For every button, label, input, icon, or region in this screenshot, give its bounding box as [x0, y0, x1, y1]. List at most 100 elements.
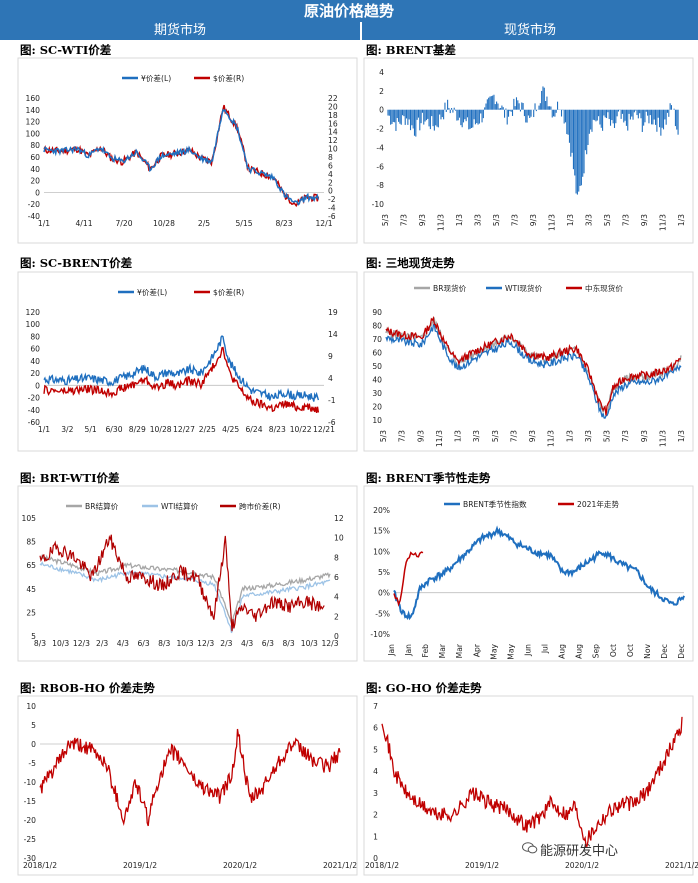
brent-seasonal-x-tick-label: Mar — [438, 643, 447, 658]
rbob-ho-x-tick-label: 2020/1/2 — [223, 861, 257, 870]
spot-three-series-wti — [385, 321, 682, 419]
spot-three-x-tick-label: 1/3 — [677, 430, 686, 442]
rbob-ho-x-tick-label: 2021/1/2 — [323, 861, 357, 870]
sc-brent-right-tick-label: -1 — [328, 396, 336, 405]
sc-brent-series-cny — [43, 335, 320, 402]
brent-seasonal-x-tick-label: Mar — [455, 643, 464, 658]
sc-wti-left-tick-label: -20 — [28, 200, 41, 209]
sc-brent-left-tick-label: 100 — [26, 320, 41, 329]
sc-wti-left-tick-label: 140 — [26, 106, 41, 115]
spot-three-x-tick-label: 11/3 — [658, 430, 667, 447]
brent-seasonal-x-tick-label: Feb — [421, 644, 430, 658]
sc-wti-left-tick-label: 60 — [30, 153, 40, 162]
caption-brent-basis: 图: BRENT基差 — [366, 43, 456, 57]
panel-border — [17, 271, 358, 452]
brent-seasonal-x-tick-label: Apr — [472, 643, 481, 657]
brent-seasonal-x-tick-label: Jan — [404, 644, 413, 657]
sc-wti-right-tick-label: 16 — [328, 119, 338, 128]
sc-wti-right-tick-label: 8 — [328, 153, 333, 162]
brent-basis-x-tick-label: 3/3 — [474, 214, 483, 226]
brent-basis-x-tick-label: 1/3 — [566, 214, 575, 226]
futures-section-header: 期货市场 — [0, 22, 360, 40]
spot-three-tick-label: 80 — [372, 322, 382, 331]
brent-seasonal-x-tick-label: Aug — [575, 644, 584, 659]
legend-label: WTI结算价 — [161, 501, 199, 511]
brt-wti-x-tick-label: 12/3 — [321, 639, 338, 648]
brt-wti-right-tick-label: 12 — [334, 514, 344, 523]
sc-brent-left-tick-label: 120 — [26, 308, 41, 317]
brent-basis-x-tick-label: 11/3 — [659, 214, 668, 231]
brt-wti-left-tick-label: 25 — [26, 608, 36, 617]
rbob-ho-tick-label: -20 — [24, 816, 37, 825]
brent-seasonal-x-tick-label: Oct — [626, 644, 635, 657]
spot-three-tick-label: 90 — [372, 308, 382, 317]
sc-brent-x-tick-label: 10/28 — [150, 425, 172, 434]
sc-brent-left-tick-label: -20 — [28, 394, 41, 403]
chart-sc-wti: ¥价差(L) $价差(R)-40-20020406080100120140160-… — [17, 57, 358, 244]
brent-basis-x-tick-label: 5/3 — [381, 214, 390, 226]
brent-basis-x-tick-label: 7/3 — [400, 214, 409, 226]
brent-basis-x-tick-label: 9/3 — [529, 214, 538, 226]
rbob-ho-x-tick-label: 2019/1/2 — [123, 861, 157, 870]
brt-wti-series-spread — [39, 534, 325, 632]
go-ho-tick-label: 2 — [373, 811, 378, 820]
sc-wti-right-tick-label: 20 — [328, 102, 338, 111]
brent-seasonal-x-tick-label: May — [489, 643, 498, 659]
sc-wti-right-tick-label: 2 — [328, 178, 333, 187]
spot-three-tick-label: 70 — [372, 335, 382, 344]
go-ho-x-tick-label: 2021/1/2 — [665, 861, 698, 870]
legend-label: ¥价差(L) — [141, 73, 171, 83]
brent-seasonal-x-tick-label: Oct — [609, 644, 618, 657]
caption-sc-wti: 图: SC-WTI价差 — [20, 43, 112, 57]
sc-wti-x-tick-label: 10/28 — [153, 219, 175, 228]
brent-basis-x-tick-label: 9/3 — [640, 214, 649, 226]
spot-three-x-tick-label: 7/3 — [621, 430, 630, 442]
sc-brent-x-tick-label: 3/2 — [61, 425, 73, 434]
sc-wti-right-tick-label: -6 — [328, 212, 336, 221]
panel-border — [17, 485, 358, 662]
brent-basis-tick-label: 4 — [379, 68, 384, 77]
brent-basis-tick-label: -8 — [376, 181, 384, 190]
panel-border — [17, 57, 358, 244]
spot-three-x-tick-label: 5/3 — [603, 430, 612, 442]
spot-three-x-tick-label: 9/3 — [416, 430, 425, 442]
sc-brent-x-tick-label: 12/21 — [313, 425, 335, 434]
spot-three-x-tick-label: 3/3 — [584, 430, 593, 442]
brent-basis-tick-label: -2 — [376, 125, 384, 134]
spot-three-series-mideast — [385, 315, 682, 416]
spot-three-tick-label: 30 — [372, 389, 382, 398]
brent-seasonal-x-tick-label: Nov — [643, 644, 652, 659]
brt-wti-x-tick-label: 10/3 — [301, 639, 318, 648]
brt-wti-left-tick-label: 45 — [26, 585, 36, 594]
spot-three-x-tick-label: 9/3 — [528, 430, 537, 442]
watermark-text: 能源研发中心 — [540, 844, 619, 859]
sc-brent-x-tick-label: 8/23 — [269, 425, 286, 434]
brent-basis-x-tick-label: 5/3 — [492, 214, 501, 226]
chart-rbob-ho: -30 -25 -20 -15 -10 -5 0 5 10 2018/1/2 2019/1/2 202… — [17, 695, 358, 876]
sc-brent-series-usd — [43, 346, 320, 414]
brt-wti-series-wti — [39, 561, 331, 634]
rbob-ho-tick-label: -25 — [24, 835, 37, 844]
sc-wti-right-tick-label: 18 — [328, 111, 338, 120]
sc-wti-right-tick-label: -4 — [328, 204, 336, 213]
spot-three-x-tick-label: 7/3 — [509, 430, 518, 442]
brent-seasonal-series-2021 — [393, 551, 424, 607]
sc-wti-left-tick-label: 120 — [26, 118, 41, 127]
go-ho-tick-label: 6 — [373, 724, 378, 733]
brent-seasonal-x-tick-label: Aug — [558, 644, 567, 659]
go-ho-tick-label: 4 — [373, 767, 378, 776]
chart-brt-wti: BR结算价 WTI结算价 跨市价差(R) 5 25 45 65 85 105 0 2 4 6 8 10 12 8… — [17, 485, 358, 662]
sc-brent-x-tick-label: 2/25 — [199, 425, 216, 434]
go-ho-tick-label: 0 — [373, 854, 378, 863]
brent-basis-tick-label: 2 — [379, 87, 384, 96]
brt-wti-x-tick-label: 4/3 — [117, 639, 129, 648]
legend-label: BRENT季节性指数 — [463, 499, 527, 509]
brt-wti-x-tick-label: 8/3 — [282, 639, 294, 648]
brent-seasonal-tick-label: -5% — [375, 609, 390, 618]
brent-seasonal-x-tick-label: Dec — [677, 644, 686, 659]
brent-seasonal-x-tick-label: Jun — [523, 644, 532, 657]
sc-wti-left-tick-label: 160 — [26, 94, 41, 103]
go-ho-series — [381, 716, 683, 848]
chart-go-ho: 0 1 2 3 4 5 6 7 2018/1/2 2019/1/2 2020/1/2 2021/1/2 — [363, 695, 698, 876]
spot-three-x-tick-label: 5/3 — [491, 430, 500, 442]
